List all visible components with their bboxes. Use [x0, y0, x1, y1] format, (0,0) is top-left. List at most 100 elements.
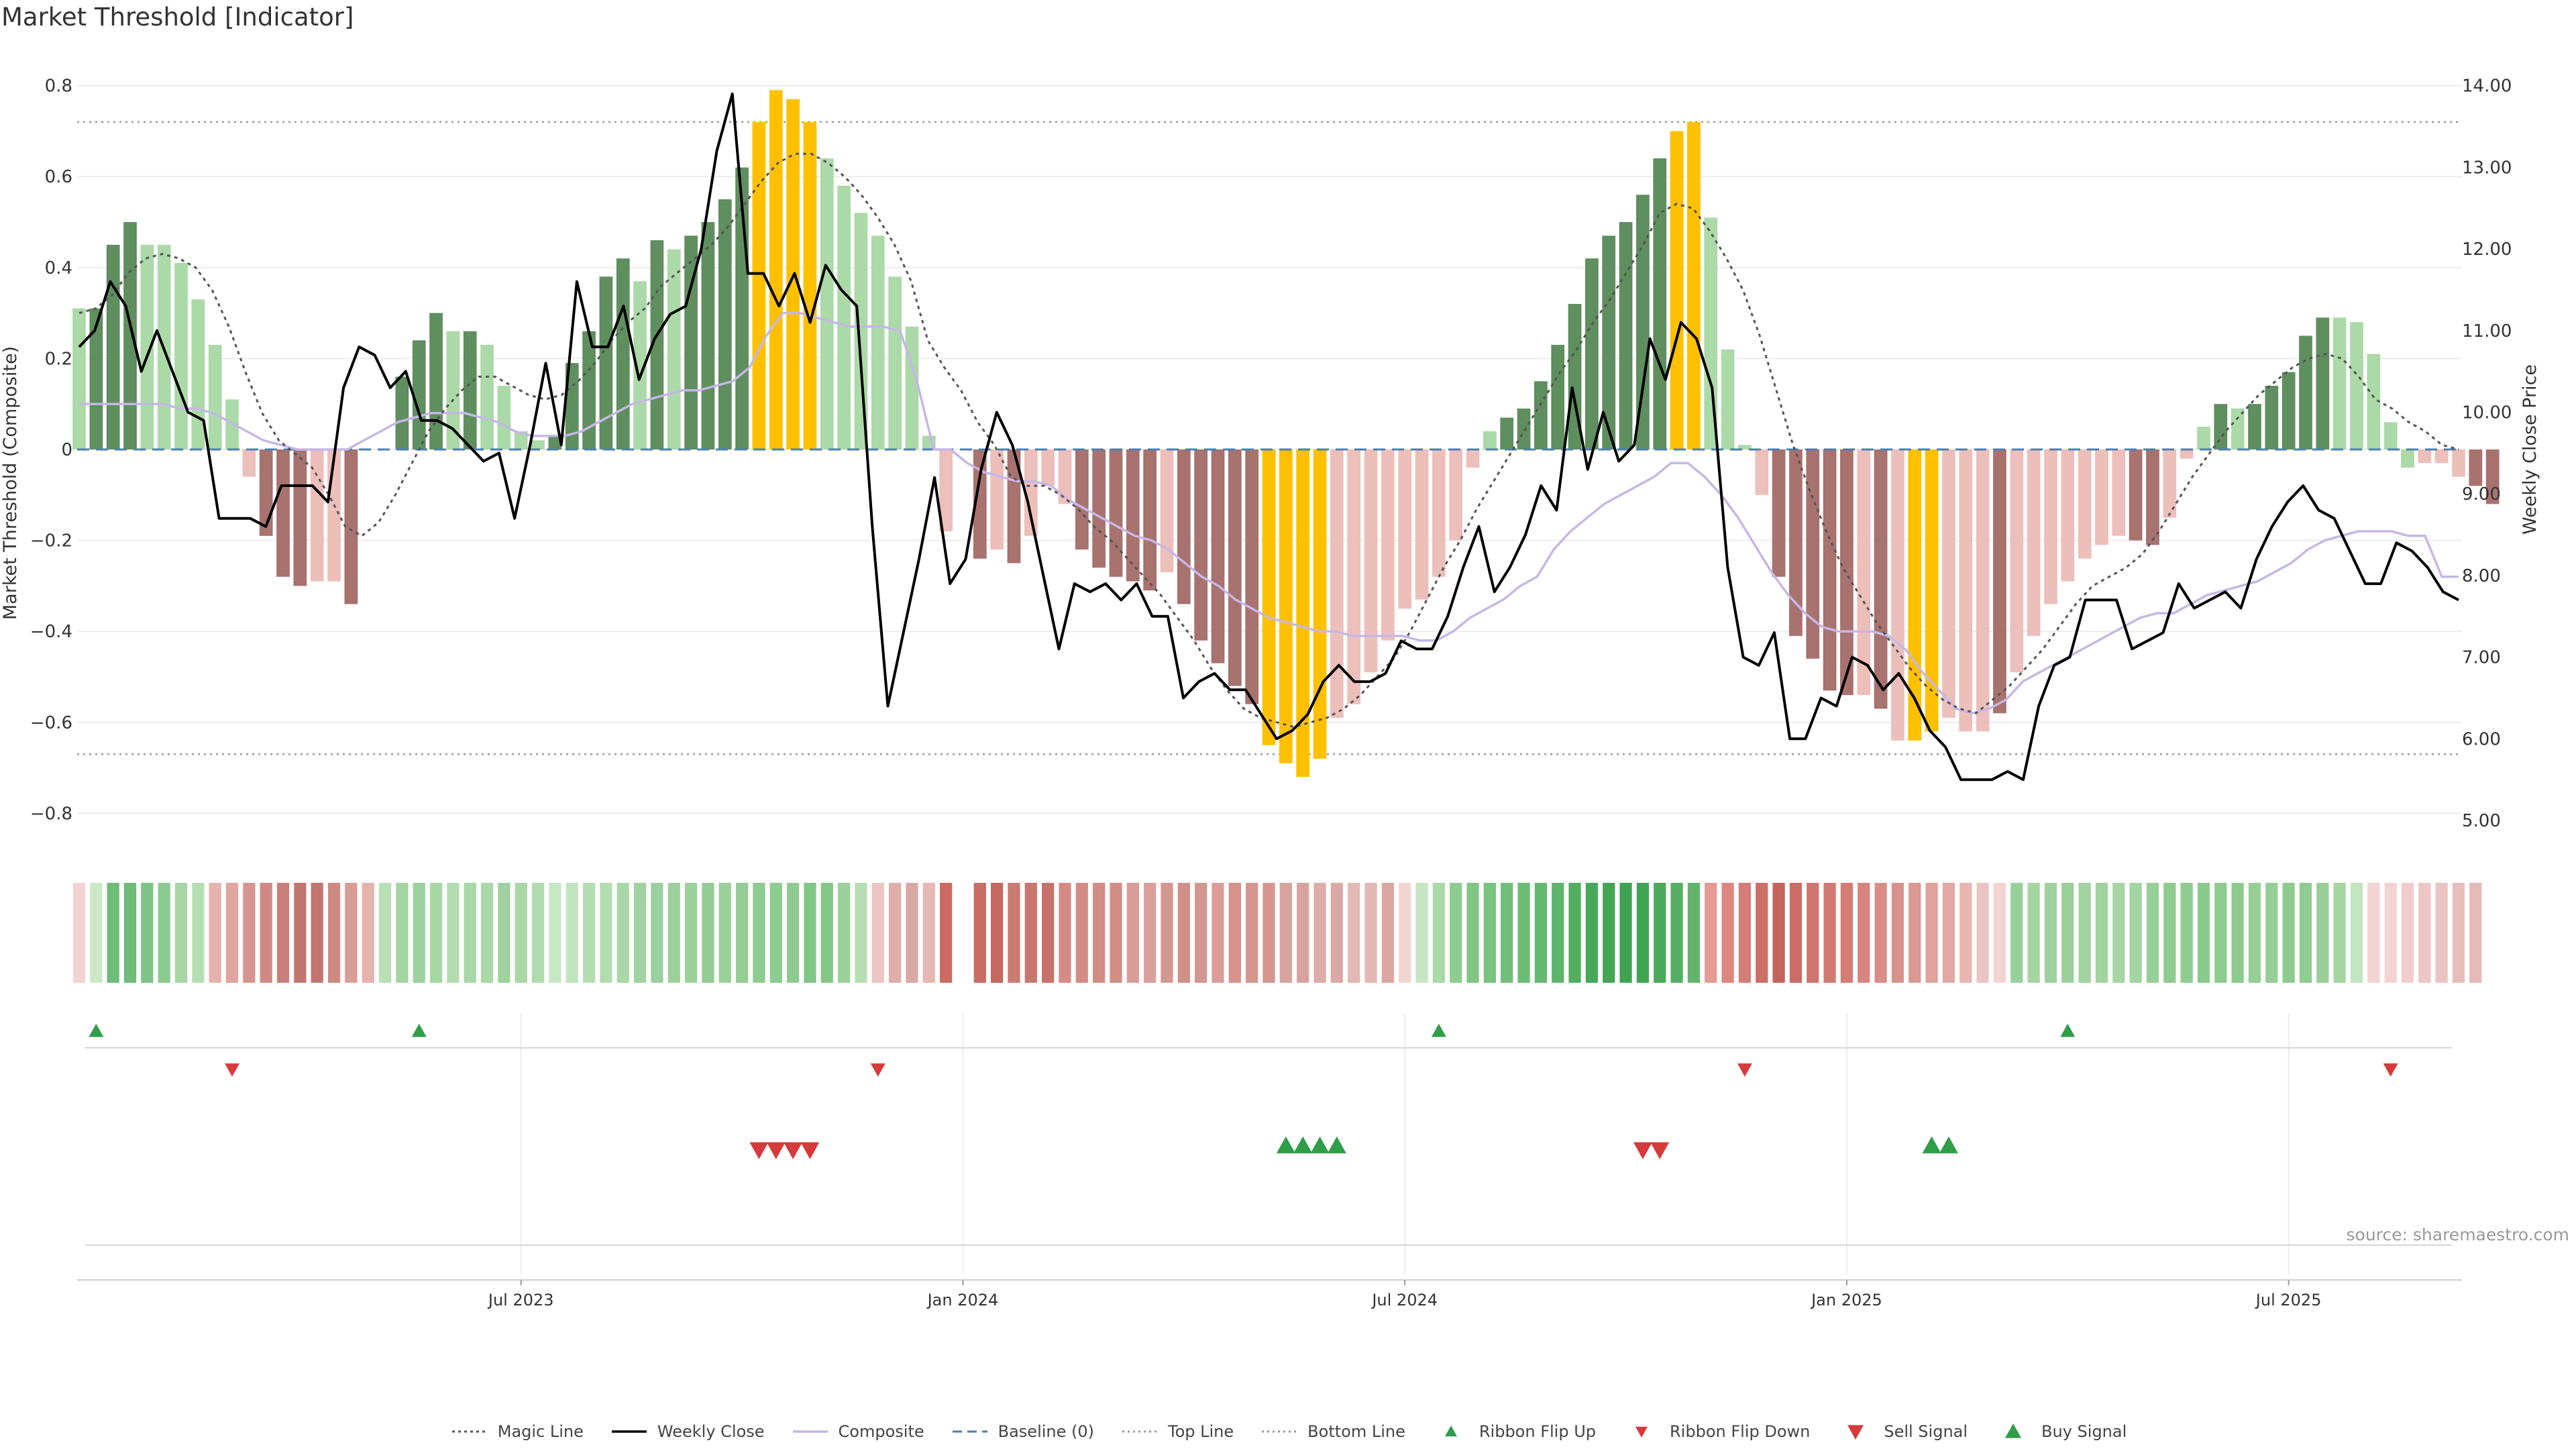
composite-bar	[2146, 449, 2159, 545]
composite-bar	[2163, 449, 2177, 518]
legend-swatch	[611, 1430, 647, 1433]
composite-bar	[1857, 449, 1871, 696]
composite-bar	[1891, 449, 1904, 741]
composite-bar	[293, 449, 307, 586]
reference-lines	[77, 121, 2462, 755]
ribbon-cell	[464, 883, 476, 983]
ribbon-cell	[396, 883, 409, 983]
composite-bar	[973, 449, 987, 559]
composite-bar	[752, 121, 766, 449]
legend-swatch	[1262, 1430, 1297, 1433]
composite-bar	[1092, 449, 1106, 568]
ribbon-cell	[2044, 883, 2057, 983]
sell-signal-marker	[1650, 1142, 1670, 1159]
axes: 0.8 0.6 0.4 0.2 0 −0.2 −0.4 −0.6 −0.8 14.00 13.00 1…	[30, 76, 2512, 1309]
ribbon-cell	[1891, 883, 1904, 983]
y-axis-label-left: Market Threshold (Composite)	[0, 346, 21, 620]
ribbon-cell	[2367, 883, 2380, 983]
x-tick-label: Jan 2024	[926, 1291, 999, 1309]
composite-bar	[1874, 449, 1888, 709]
composite-bar	[1755, 449, 1769, 495]
sell-signal-marker	[766, 1142, 786, 1159]
composite-bar	[1653, 158, 1667, 449]
composite-bar	[2129, 449, 2143, 541]
ribbon-flip-up-marker	[411, 1024, 427, 1037]
ribbon-cell	[1840, 883, 1854, 983]
composite-bar	[1398, 449, 1412, 609]
ribbon-cell	[1942, 883, 1955, 983]
ribbon-cell	[1144, 883, 1157, 983]
ribbon-cell	[515, 883, 527, 983]
ribbon-cell	[906, 883, 918, 983]
ribbon-cell	[243, 883, 256, 983]
ribbon-cell	[1075, 883, 1088, 983]
ribbon-cell	[311, 883, 323, 983]
ribbon-cell	[1432, 883, 1445, 983]
buy-signal-marker	[1922, 1136, 1941, 1154]
ribbon-cell	[1024, 883, 1037, 983]
ribbon-cell	[327, 883, 341, 983]
ribbon-cell	[2095, 883, 2108, 983]
ribbon-cell	[1585, 883, 1598, 983]
ribbon-cell	[940, 883, 953, 983]
composite-bar	[1500, 417, 1514, 449]
composite-bar	[718, 199, 732, 449]
composite-bar	[1687, 121, 1701, 449]
signal-panels	[85, 1024, 2452, 1246]
ribbon-cell	[735, 883, 749, 983]
y-tick-label-left: 0.6	[45, 167, 72, 187]
ribbon-flip-down-marker	[2383, 1063, 2398, 1077]
ribbon-cell	[1093, 883, 1106, 983]
ribbon-cell	[1619, 883, 1632, 983]
ribbon-cell	[1161, 883, 1173, 983]
composite-bar	[2044, 449, 2057, 604]
composite-bar	[1262, 449, 1276, 745]
legend-swatch	[1635, 1426, 1648, 1438]
ribbon-cell	[1517, 883, 1530, 983]
composite-bar	[871, 235, 885, 449]
legend-label: Magic Line	[497, 1422, 584, 1441]
composite-bar	[599, 276, 613, 449]
y-tick-label-right: 7.00	[2462, 648, 2501, 668]
y-tick-label-right: 10.00	[2462, 403, 2512, 423]
composite-bar	[1058, 449, 1072, 504]
ribbon-cell	[769, 883, 782, 983]
composite-bar	[1177, 449, 1191, 604]
composite-bar	[888, 276, 902, 449]
ribbon-cell	[837, 883, 851, 983]
legend-label: Baseline (0)	[998, 1422, 1095, 1441]
composite-bar	[2367, 354, 2381, 449]
composite-bar	[1432, 449, 1446, 577]
sell-signal-marker	[784, 1142, 803, 1159]
ribbon-cell	[1789, 883, 1803, 983]
composite-bar	[684, 235, 698, 449]
legend-label: Composite	[838, 1422, 924, 1441]
composite-bar	[1534, 381, 1548, 449]
composite-bar	[2061, 449, 2075, 582]
ribbon-flip-down-marker	[225, 1063, 240, 1077]
composite-bar	[106, 244, 120, 449]
ribbon-cell	[1279, 883, 1292, 983]
legend-item: Buy Signal	[1993, 1422, 2127, 1441]
composite-bar	[1721, 349, 1735, 449]
composite-bar	[939, 449, 953, 532]
ribbon-cell	[1263, 883, 1275, 983]
ribbon-cell	[1466, 883, 1479, 983]
ribbon-cell	[1960, 883, 1972, 983]
ribbon-cell	[888, 883, 902, 983]
legend-swatch	[1122, 1430, 1158, 1433]
ribbon-cell	[1364, 883, 1377, 983]
ribbon-cell	[922, 883, 935, 983]
ribbon-cell	[1195, 883, 1208, 983]
ribbon-cell	[2333, 883, 2346, 983]
ribbon-cell	[1603, 883, 1615, 983]
composite-bar	[1313, 449, 1327, 759]
legend-label: Bottom Line	[1307, 1422, 1405, 1441]
composite-bar	[2418, 449, 2432, 464]
ribbon-cell	[1330, 883, 1343, 983]
composite-bar	[2027, 449, 2041, 636]
ribbon-cell	[225, 883, 239, 983]
composite-bar	[2112, 449, 2126, 536]
composite-bar	[1228, 449, 1242, 686]
composite-bar	[429, 313, 443, 449]
